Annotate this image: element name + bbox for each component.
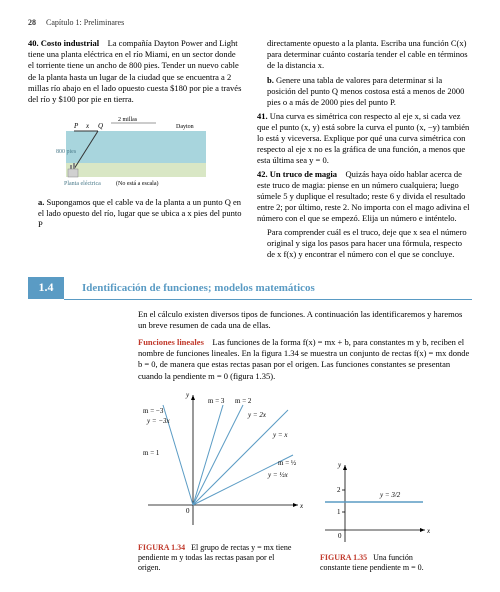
cont-text: directamente opuesto a la planta. Escrib… xyxy=(267,38,468,70)
scale-note: (No está a escala) xyxy=(116,180,158,187)
dayton-label: Dayton xyxy=(176,124,194,130)
svg-text:y: y xyxy=(185,391,190,399)
section-header-band: 1.4 Identificación de funciones; modelos… xyxy=(28,277,472,299)
figure-134-svg: x y 0 m = −3 y = −3x m = 1 m = 3 xyxy=(138,390,308,540)
svg-text:m = 1: m = 1 xyxy=(143,449,160,457)
figures-row: x y 0 m = −3 y = −3x m = 1 m = 3 xyxy=(138,390,472,574)
point-p-label: P xyxy=(73,122,79,130)
problem-title: Un truco de magia xyxy=(270,169,337,179)
problem-40-diagram: P x Q 2 millas Dayton 800 pies Planta el… xyxy=(28,111,243,191)
problem-41: 41. Una curva es simétrica con respecto … xyxy=(257,111,472,166)
funciones-lineales-para: Funciones lineales Las funciones de la f… xyxy=(138,337,472,381)
right-column: directamente opuesto a la planta. Escrib… xyxy=(257,38,472,263)
figure-label: FIGURA 1.34 xyxy=(138,543,185,552)
problem-number: 42. xyxy=(257,169,268,179)
planta-label: Planta eléctrica xyxy=(64,181,101,187)
figure-135: x y 0 1 2 y = 3/2 FIGURA 1.35 Una funció… xyxy=(320,460,430,574)
problem-40a: a. Supongamos que el cable va de la plan… xyxy=(28,197,243,230)
problem-number: 40. xyxy=(28,38,39,48)
river-diagram-svg: P x Q 2 millas Dayton 800 pies Planta el… xyxy=(56,111,216,191)
problem-42-cont: Para comprender cuál es el truco, deje q… xyxy=(257,227,472,260)
figure-135-caption: FIGURA 1.35 Una función constante tiene … xyxy=(320,553,430,574)
figure-label: FIGURA 1.35 xyxy=(320,553,367,562)
svg-text:y = −3x: y = −3x xyxy=(146,417,171,425)
point-q-label: Q xyxy=(98,122,103,130)
svg-text:m = −3: m = −3 xyxy=(143,407,164,415)
svg-text:y = 2x: y = 2x xyxy=(247,411,267,419)
svg-text:m = 3: m = 3 xyxy=(208,397,225,405)
problem-40b: b. Genere una tabla de valores para dete… xyxy=(257,75,472,108)
sub-text: Genere una tabla de valores para determi… xyxy=(267,75,464,107)
height-label: 800 pies xyxy=(56,149,77,155)
section-body: En el cálculo existen diversos tipos de … xyxy=(28,309,472,573)
chapter-title: Capítulo 1: Preliminares xyxy=(46,18,124,27)
problem-40: 40. Costo industrial La compañía Dayton … xyxy=(28,38,243,104)
section-number: 1.4 xyxy=(28,277,64,299)
figure-135-svg: x y 0 1 2 y = 3/2 xyxy=(320,460,430,550)
svg-text:x: x xyxy=(426,527,430,535)
sub-text: Supongamos que el cable va de la planta … xyxy=(38,197,241,229)
svg-text:x: x xyxy=(299,502,304,510)
left-column: 40. Costo industrial La compañía Dayton … xyxy=(28,38,243,263)
page-header: 28 Capítulo 1: Preliminares xyxy=(28,18,472,28)
section-intro: En el cálculo existen diversos tipos de … xyxy=(138,309,472,331)
page-number: 28 xyxy=(28,18,36,27)
svg-text:y = 3/2: y = 3/2 xyxy=(379,491,401,499)
svg-text:1: 1 xyxy=(337,508,341,516)
sub-label: b. xyxy=(267,75,274,85)
svg-text:0: 0 xyxy=(338,532,342,540)
sub-label: a. xyxy=(38,197,44,207)
svg-text:m = 2: m = 2 xyxy=(235,397,252,405)
problems-columns: 40. Costo industrial La compañía Dayton … xyxy=(28,38,472,263)
svg-text:x: x xyxy=(85,122,90,130)
problem-40a-cont: directamente opuesto a la planta. Escrib… xyxy=(257,38,472,71)
subsection-heading: Funciones lineales xyxy=(138,337,204,347)
svg-text:y = x: y = x xyxy=(272,431,288,439)
svg-text:2: 2 xyxy=(337,486,341,494)
svg-text:0: 0 xyxy=(186,507,190,515)
problem-text: Una curva es simétrica con respecto al e… xyxy=(257,111,469,165)
svg-text:y: y xyxy=(337,461,342,469)
figure-134-caption: FIGURA 1.34 El grupo de rectas y = mx ti… xyxy=(138,543,298,574)
figure-134: x y 0 m = −3 y = −3x m = 1 m = 3 xyxy=(138,390,308,574)
problem-number: 41. xyxy=(257,111,268,121)
cont-text: Para comprender cuál es el truco, deje q… xyxy=(267,227,467,259)
width-label: 2 millas xyxy=(118,117,138,123)
section-title: Identificación de funciones; modelos mat… xyxy=(64,277,472,300)
problem-title: Costo industrial xyxy=(41,38,99,48)
problem-42: 42. Un truco de magia Quizás haya oído h… xyxy=(257,169,472,224)
svg-text:m = ½: m = ½ xyxy=(278,459,296,467)
svg-text:y = ½x: y = ½x xyxy=(267,471,289,479)
